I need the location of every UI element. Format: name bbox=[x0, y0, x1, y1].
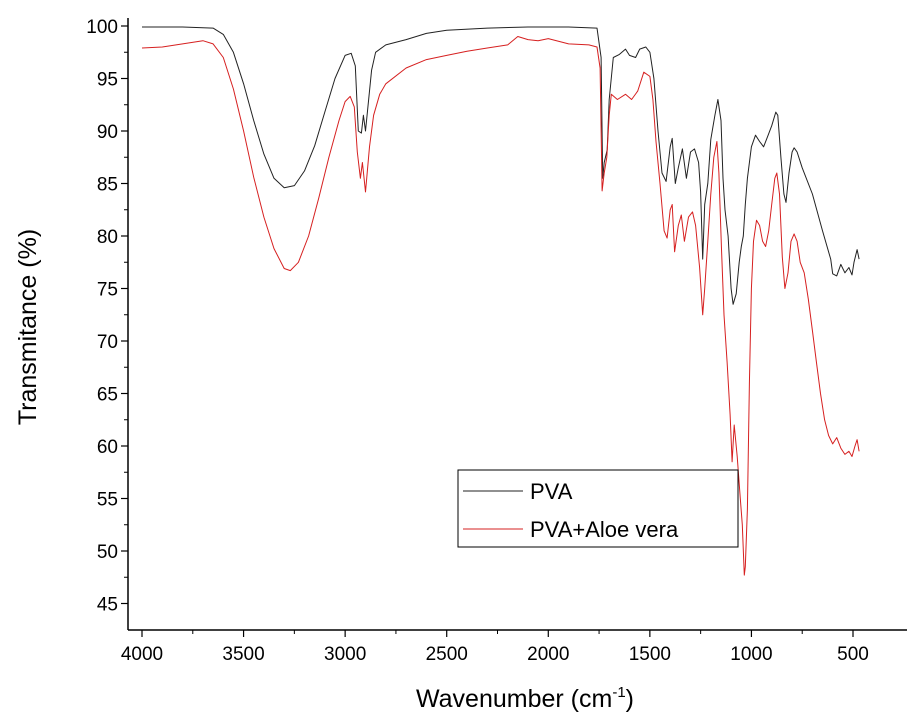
series-line-pva-aloe-vera bbox=[141, 36, 860, 576]
y-tick-label: 45 bbox=[97, 595, 118, 616]
legend: PVA PVA+Aloe vera bbox=[457, 469, 739, 548]
y-tick-label: 65 bbox=[97, 385, 118, 406]
plot-lines bbox=[141, 26, 860, 576]
x-axis-title-main: Wavenumber (cm bbox=[416, 685, 612, 713]
axes bbox=[127, 18, 907, 631]
x-axis-title-end: ) bbox=[626, 685, 634, 713]
y-tick-label: 70 bbox=[97, 332, 118, 353]
y-axis-title: Transmitance (%) bbox=[14, 229, 42, 425]
x-axis-title-sup: -1 bbox=[612, 684, 625, 701]
y-tick-label: 85 bbox=[97, 175, 118, 196]
y-tick-label: 50 bbox=[97, 542, 118, 563]
legend-box bbox=[457, 469, 739, 548]
x-tick-label: 4000 bbox=[121, 644, 163, 665]
x-axis-title: Wavenumber (cm-1) bbox=[416, 684, 634, 713]
x-tick-label: 1500 bbox=[629, 644, 671, 665]
y-tick-label: 100 bbox=[86, 17, 118, 38]
y-tick-label: 55 bbox=[97, 490, 118, 511]
x-tick-label: 2500 bbox=[426, 644, 468, 665]
y-tick-label: 80 bbox=[97, 227, 118, 248]
y-tick-label: 60 bbox=[97, 437, 118, 458]
legend-label-pva-aloe: PVA+Aloe vera bbox=[530, 517, 679, 542]
y-tick-label: 75 bbox=[97, 280, 118, 301]
y-tick-label: 95 bbox=[97, 70, 118, 91]
x-tick-label: 3000 bbox=[324, 644, 366, 665]
x-tick-label: 500 bbox=[837, 644, 869, 665]
y-tick-label: 90 bbox=[97, 122, 118, 143]
x-tick-label: 3500 bbox=[222, 644, 264, 665]
x-tick-label: 1000 bbox=[730, 644, 772, 665]
ticks: 45 50 55 60 65 70 75 80 85 90 95 100 4000 3500 3000 250… bbox=[86, 17, 869, 665]
series-line-pva bbox=[142, 26, 860, 305]
x-tick-label: 2000 bbox=[527, 644, 569, 665]
legend-label-pva: PVA bbox=[530, 479, 573, 504]
